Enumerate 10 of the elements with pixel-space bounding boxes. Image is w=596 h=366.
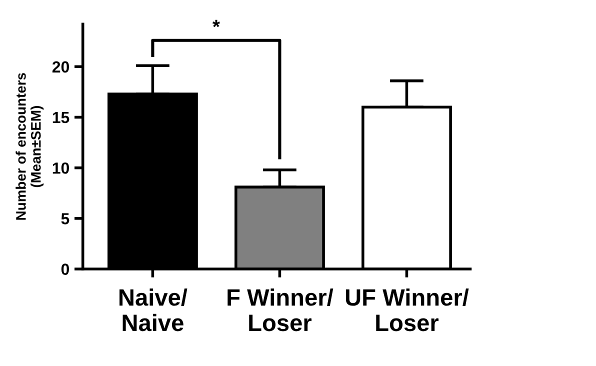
y-tick-label: 15 bbox=[52, 112, 70, 124]
annotation: * bbox=[212, 20, 220, 28]
y-tick-label: 10 bbox=[52, 162, 69, 174]
x-tick-label: UF Winner/ Loser bbox=[346, 288, 469, 332]
y-tick-label: 5 bbox=[61, 213, 70, 224]
y-tick-label: 0 bbox=[61, 264, 69, 275]
y-tick-label: 20 bbox=[52, 61, 69, 73]
y-axis-title: Number of encounters (Mean±SEM) bbox=[16, 73, 44, 220]
x-tick-label: F Winner/ Loser bbox=[228, 288, 334, 332]
x-tick-label: Naive/ Naive bbox=[120, 288, 188, 332]
